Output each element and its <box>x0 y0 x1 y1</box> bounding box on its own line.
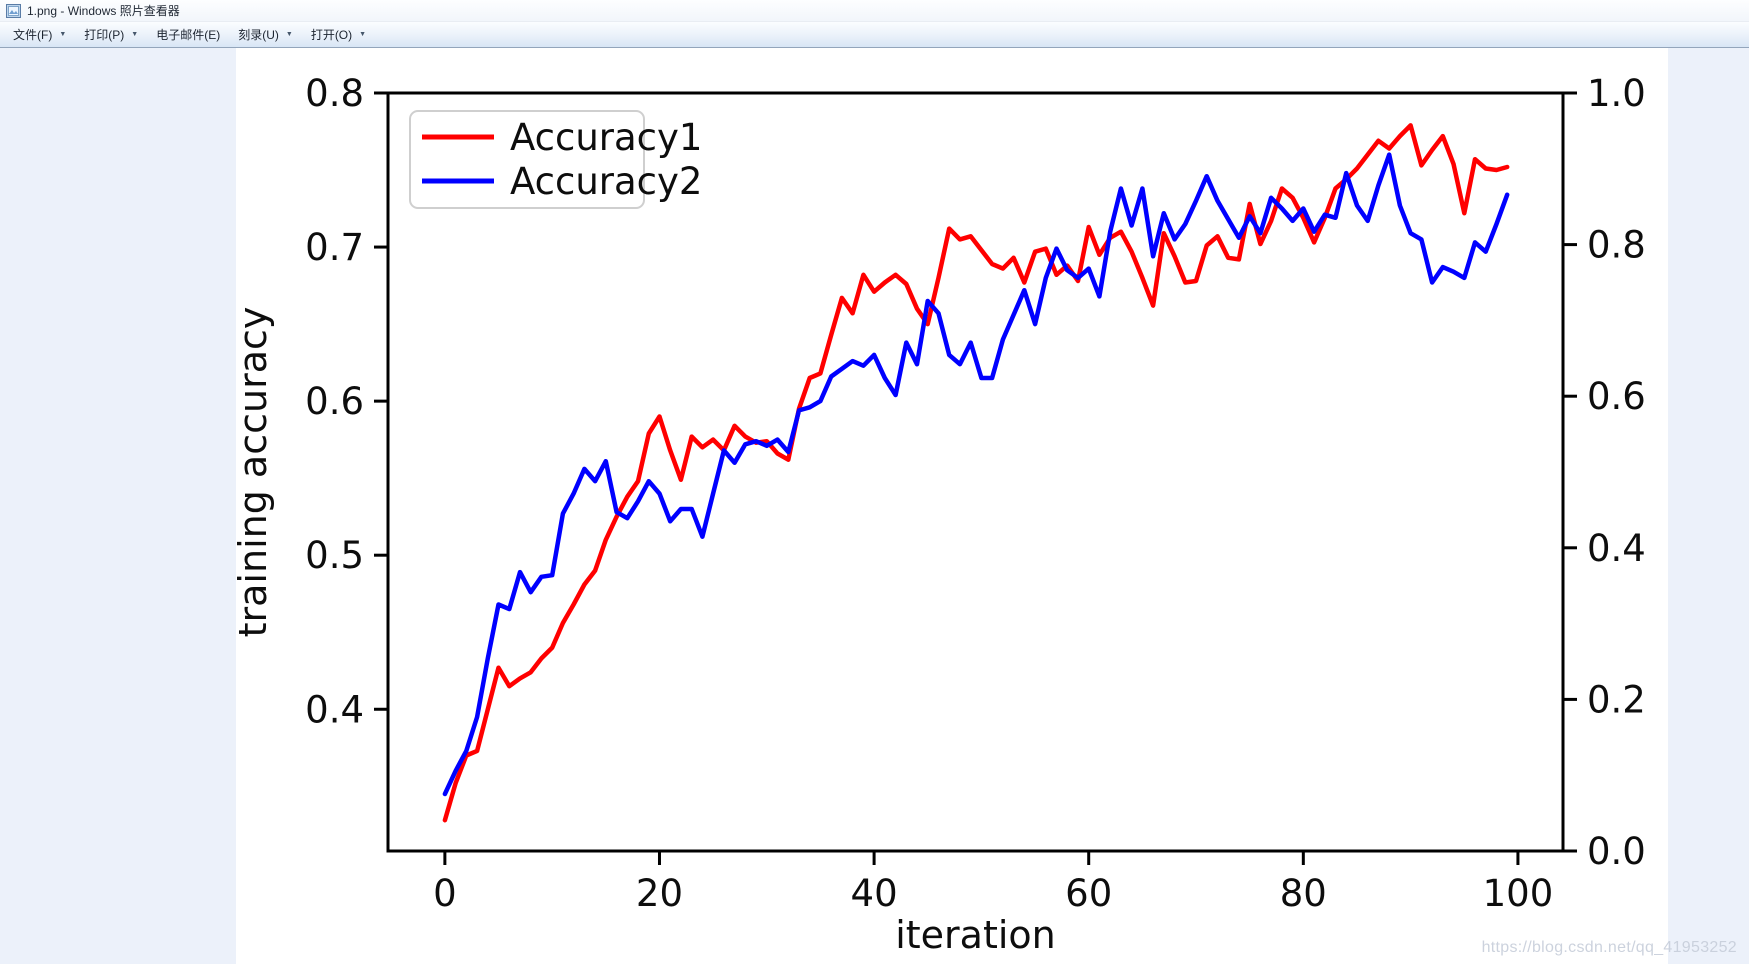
y-left-tick-label: 0.4 <box>305 688 364 731</box>
x-tick-label: 100 <box>1483 872 1554 915</box>
x-tick-label: 80 <box>1280 872 1327 915</box>
x-axis-label: iteration <box>895 913 1056 957</box>
window-title: 1.png - Windows 照片查看器 <box>27 4 180 18</box>
y-right-tick-label: 0.0 <box>1587 830 1646 873</box>
dropdown-arrow-icon: ▼ <box>59 31 67 38</box>
y-left-tick-label: 0.6 <box>305 380 364 423</box>
accuracy-chart: 0 20 40 60 80 100 0.8 0.7 0.6 0.5 0.4 1.0 0.8 0.6 0.4 0… <box>236 72 1646 957</box>
photo-image: 0 20 40 60 80 100 0.8 0.7 0.6 0.5 0.4 1.0 0.8 0.6 0.4 0… <box>236 48 1668 964</box>
csdn-watermark: https://blog.csdn.net/qq_41953252 <box>1481 939 1737 956</box>
menu-item-label: 电子邮件(E) <box>156 28 221 42</box>
legend-label: Accuracy2 <box>510 160 702 203</box>
x-tick-label: 40 <box>851 872 898 915</box>
accuracy1-line <box>442 123 1510 823</box>
accuracy2-line <box>442 152 1510 797</box>
y-right-tick-label: 0.2 <box>1587 678 1646 721</box>
menu-item-file[interactable]: 文件(F) ▼ <box>4 23 75 46</box>
dropdown-arrow-icon: ▼ <box>359 31 367 38</box>
viewer-canvas: 0 20 40 60 80 100 0.8 0.7 0.6 0.5 0.4 1.0 0.8 0.6 0.4 0… <box>0 48 1749 964</box>
y-left-tick-label: 0.5 <box>305 534 364 577</box>
menu-item-label: 刻录(U) <box>238 28 279 42</box>
y-right-tick-label: 0.6 <box>1587 375 1646 418</box>
menu-item-label: 打印(P) <box>84 28 125 42</box>
title-bar: 1.png - Windows 照片查看器 <box>0 0 1749 22</box>
y-right-tick-label: 1.0 <box>1587 72 1646 115</box>
y-left-tick-label: 0.7 <box>305 226 364 269</box>
menu-item-print[interactable]: 打印(P) ▼ <box>75 23 147 46</box>
dropdown-arrow-icon: ▼ <box>131 31 139 38</box>
dropdown-arrow-icon: ▼ <box>285 31 293 38</box>
menu-item-label: 打开(O) <box>310 28 353 42</box>
x-tick-label: 20 <box>636 872 683 915</box>
x-tick-label: 60 <box>1065 872 1112 915</box>
y-left-tick-label: 0.8 <box>305 72 364 115</box>
menu-item-burn[interactable]: 刻录(U) ▼ <box>229 23 302 46</box>
menu-item-open[interactable]: 打开(O) ▼ <box>302 23 375 46</box>
menu-item-email[interactable]: 电子邮件(E) <box>147 23 229 46</box>
menu-bar: 文件(F) ▼ 打印(P) ▼ 电子邮件(E) 刻录(U) ▼ 打开(O) ▼ <box>0 22 1749 48</box>
app-icon <box>6 3 21 18</box>
plot-border <box>386 91 1565 853</box>
y-axis-label: training accuracy <box>236 307 275 638</box>
x-tick-label: 0 <box>433 872 457 915</box>
y-right-tick-label: 0.4 <box>1587 527 1646 570</box>
legend-label: Accuracy1 <box>510 116 702 159</box>
y-right-tick-label: 0.8 <box>1587 224 1646 267</box>
menu-item-label: 文件(F) <box>13 28 53 42</box>
